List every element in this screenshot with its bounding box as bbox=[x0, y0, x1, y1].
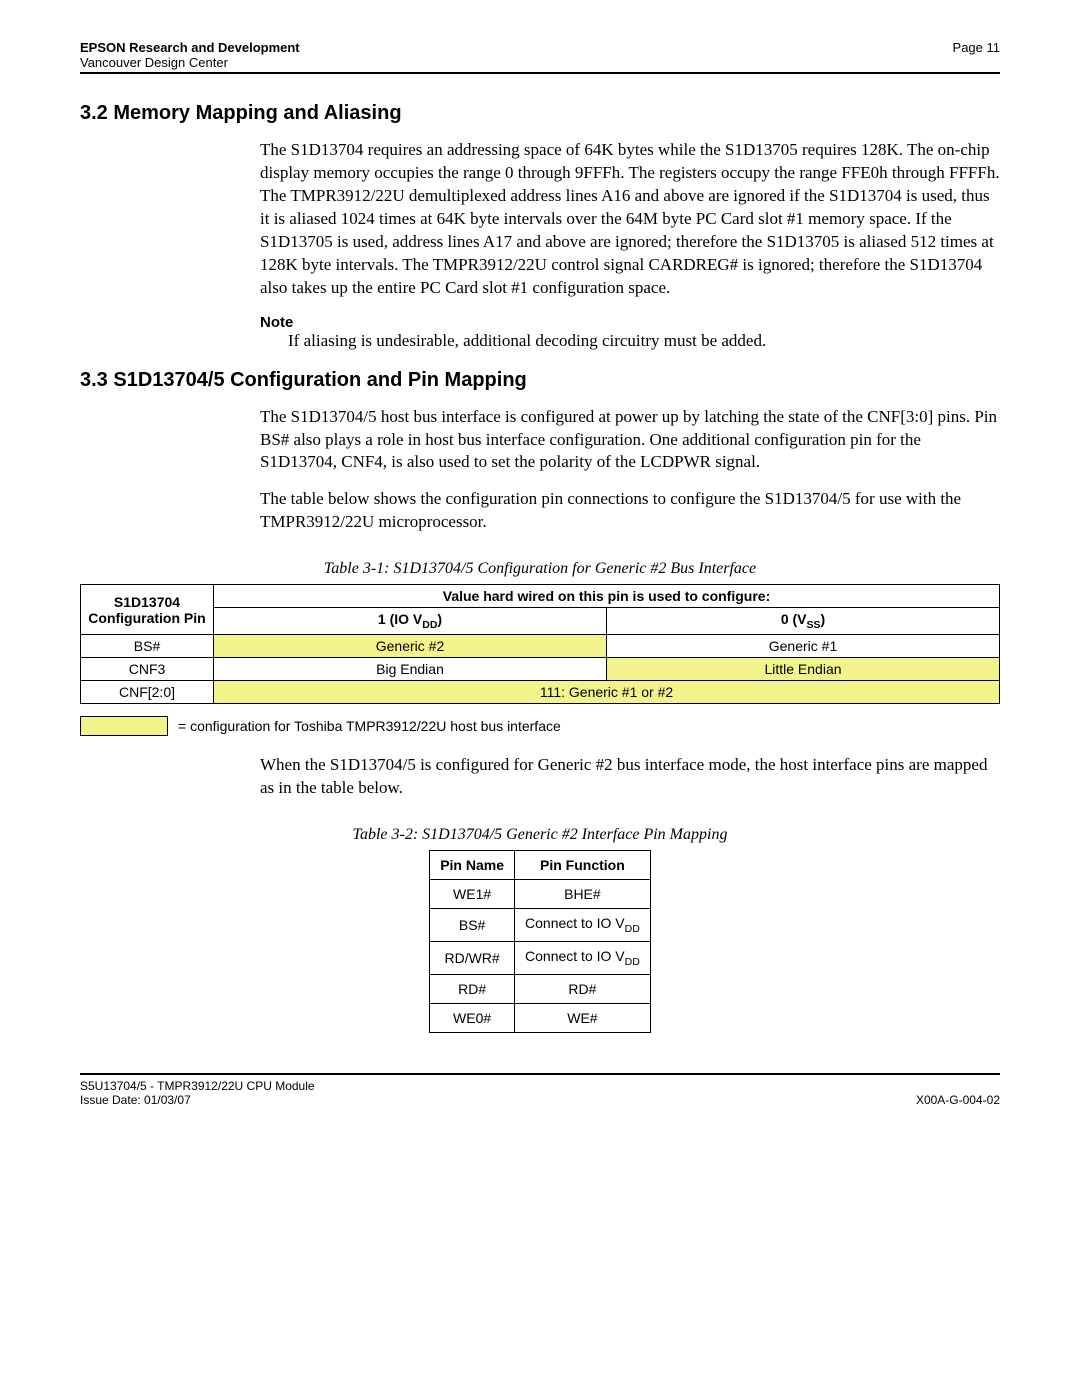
t2-col1: Pin Name bbox=[430, 850, 515, 879]
legend-text: = configuration for Toshiba TMPR3912/22U… bbox=[178, 718, 561, 734]
t1-head-0-sub: SS bbox=[807, 619, 821, 631]
pinmap-func: WE# bbox=[515, 1003, 651, 1032]
footer-module: S5U13704/5 - TMPR3912/22U CPU Module bbox=[80, 1079, 315, 1093]
t1-row3-pin: CNF[2:0] bbox=[81, 681, 214, 704]
page-footer: S5U13704/5 - TMPR3912/22U CPU Module Iss… bbox=[80, 1073, 1000, 1107]
header-center: Vancouver Design Center bbox=[80, 55, 228, 70]
pinmap-func: Connect to IO VDD bbox=[515, 908, 651, 941]
table-row-v0: Generic #1 bbox=[607, 635, 1000, 658]
sec33-para1: The S1D13704/5 host bus interface is con… bbox=[260, 406, 1000, 475]
sec32-para: The S1D13704 requires an addressing spac… bbox=[260, 139, 1000, 300]
t1-head-0-post: ) bbox=[821, 611, 826, 627]
pinmap-name: BS# bbox=[430, 908, 515, 941]
legend: = configuration for Toshiba TMPR3912/22U… bbox=[80, 716, 1000, 736]
pinmap-name: WE0# bbox=[430, 1003, 515, 1032]
table-row-pin: CNF3 bbox=[81, 658, 214, 681]
table-pinmap: Pin Name Pin Function WE1#BHE#BS#Connect… bbox=[429, 850, 651, 1033]
table1-caption: Table 3-1: S1D13704/5 Configuration for … bbox=[80, 560, 1000, 578]
pinmap-func: RD# bbox=[515, 974, 651, 1003]
footer-docnum: X00A-G-004-02 bbox=[916, 1093, 1000, 1107]
t1-head-1-post: ) bbox=[437, 611, 442, 627]
pinmap-name: RD# bbox=[430, 974, 515, 1003]
table-row-pin: BS# bbox=[81, 635, 214, 658]
footer-left: S5U13704/5 - TMPR3912/22U CPU Module Iss… bbox=[80, 1079, 315, 1107]
t1-head-0-pre: 0 (V bbox=[781, 611, 807, 627]
t2-col2: Pin Function bbox=[515, 850, 651, 879]
note-label: Note bbox=[260, 314, 1000, 331]
table-row-v1: Big Endian bbox=[214, 658, 607, 681]
table-config: S1D13704 Configuration Pin Value hard wi… bbox=[80, 584, 1000, 704]
t1-head-1: 1 (IO VDD) bbox=[214, 608, 607, 635]
pinmap-name: WE1# bbox=[430, 879, 515, 908]
t1-head-0: 0 (VSS) bbox=[607, 608, 1000, 635]
pinmap-name: RD/WR# bbox=[430, 941, 515, 974]
note-text: If aliasing is undesirable, additional d… bbox=[288, 331, 1000, 351]
pinmap-func: BHE# bbox=[515, 879, 651, 908]
header-left: EPSON Research and Development Vancouver… bbox=[80, 40, 300, 70]
header-page: Page 11 bbox=[953, 40, 1000, 70]
t1-head-1-sub: DD bbox=[422, 619, 437, 631]
sec33-para2: The table below shows the configuration … bbox=[260, 488, 1000, 534]
t1-head-pin: S1D13704 Configuration Pin bbox=[81, 585, 214, 635]
table2-caption: Table 3-2: S1D13704/5 Generic #2 Interfa… bbox=[80, 826, 1000, 844]
table-row-v0: Little Endian bbox=[607, 658, 1000, 681]
t1-head-value: Value hard wired on this pin is used to … bbox=[214, 585, 1000, 608]
sec32-title: 3.2 Memory Mapping and Aliasing bbox=[80, 102, 1000, 125]
sec32-note: Note If aliasing is undesirable, additio… bbox=[260, 314, 1000, 351]
sec33-title: 3.3 S1D13704/5 Configuration and Pin Map… bbox=[80, 369, 1000, 392]
para-after-t1: When the S1D13704/5 is configured for Ge… bbox=[260, 754, 1000, 800]
t1-row3-val: 111: Generic #1 or #2 bbox=[214, 681, 1000, 704]
header-org: EPSON Research and Development bbox=[80, 40, 300, 55]
legend-swatch bbox=[80, 716, 168, 736]
t1-head-1-pre: 1 (IO V bbox=[378, 611, 422, 627]
table-row-v1: Generic #2 bbox=[214, 635, 607, 658]
page-header: EPSON Research and Development Vancouver… bbox=[80, 40, 1000, 74]
pinmap-func: Connect to IO VDD bbox=[515, 941, 651, 974]
footer-issue: Issue Date: 01/03/07 bbox=[80, 1093, 191, 1107]
